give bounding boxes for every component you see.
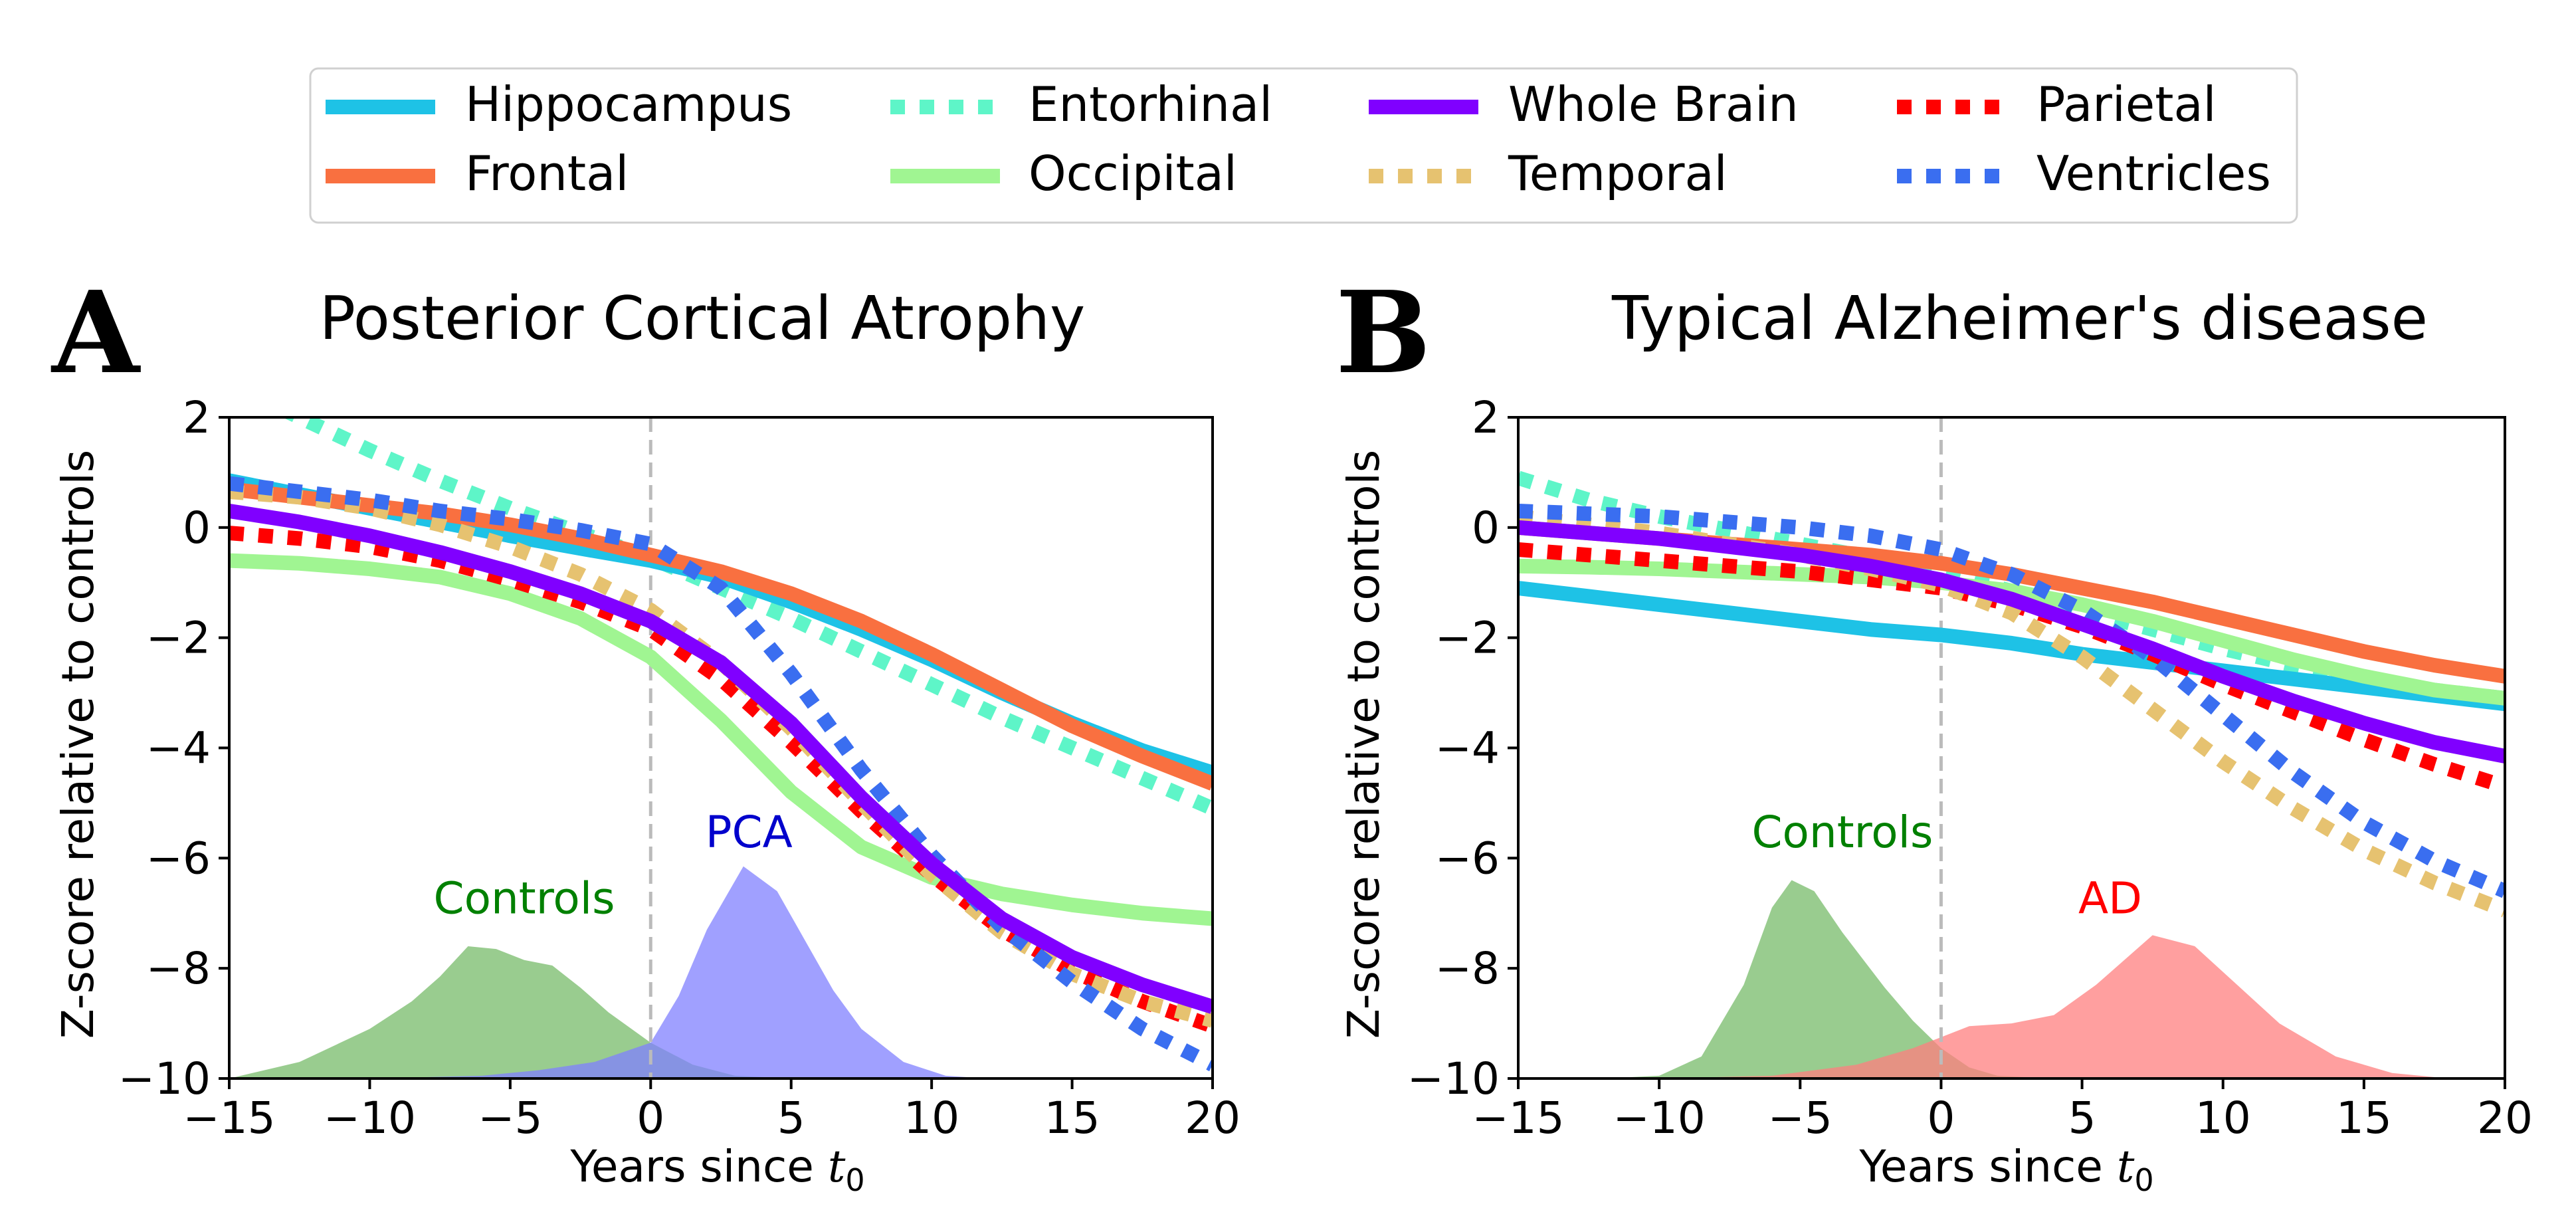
y-tick-label: −8 <box>146 943 211 994</box>
y-tick-label: 2 <box>183 392 211 443</box>
series-line-ventricles <box>229 476 1213 1072</box>
density-label-controls: Controls <box>434 872 615 924</box>
panel-letter: A <box>50 266 141 399</box>
y-tick-label: 0 <box>1472 502 1500 554</box>
y-tick-label: −10 <box>1407 1053 1500 1104</box>
x-axis-label-math: t <box>2117 1141 2135 1192</box>
plot-content <box>229 417 1213 1078</box>
x-axis-label-subscript: 0 <box>845 1162 864 1198</box>
legend-label: Temporal <box>1508 146 1728 201</box>
x-tick-label: −15 <box>183 1092 275 1144</box>
x-tick-label: −10 <box>324 1092 416 1144</box>
x-tick-label: 20 <box>1185 1092 1240 1144</box>
x-axis-label-subscript: 0 <box>2134 1162 2153 1198</box>
y-tick-label: −8 <box>1435 943 1500 994</box>
chart-title: Posterior Cortical Atrophy <box>320 284 1086 354</box>
series-line-whole-brain <box>229 504 1213 1014</box>
series-line-ventricles <box>1518 503 2505 898</box>
legend-label: Parietal <box>2036 76 2217 132</box>
legend-label: Frontal <box>465 146 629 201</box>
x-tick-label: 15 <box>1044 1092 1100 1144</box>
y-tick-label: −2 <box>146 613 211 664</box>
series-line-occipital <box>1518 558 2505 706</box>
y-tick-label: 2 <box>1472 392 1500 443</box>
legend-entry-frontal: Frontal <box>326 146 629 201</box>
legend-label: Ventricles <box>2036 146 2271 201</box>
panel-letter: B <box>1336 266 1431 399</box>
y-tick-label: −4 <box>146 723 211 774</box>
x-tick-label: 0 <box>637 1092 664 1144</box>
x-axis-label: Years since t0 <box>569 1141 864 1198</box>
density-area-controls <box>229 946 848 1078</box>
density-label-controls: Controls <box>1751 807 1933 858</box>
x-axis-label: Years since t0 <box>1858 1141 2153 1198</box>
legend-frame <box>309 67 2298 224</box>
x-axis-label-text: Years since <box>569 1141 828 1192</box>
y-tick-label: −2 <box>1435 613 1500 664</box>
plot-content <box>1518 417 2505 1078</box>
x-axis-label-text: Years since <box>1858 1141 2117 1192</box>
x-tick-label: 10 <box>904 1092 959 1144</box>
y-tick-label: 0 <box>183 502 211 554</box>
series-line-whole-brain <box>1518 520 2505 764</box>
x-tick-label: 5 <box>2068 1092 2096 1144</box>
legend-entry-entorhinal: Entorhinal <box>890 76 1272 132</box>
x-tick-label: −5 <box>1768 1092 1833 1144</box>
y-axis-label: Z-score relative to controls <box>1338 450 1389 1039</box>
x-tick-label: 20 <box>2477 1092 2533 1144</box>
legend-label: Occipital <box>1029 146 1237 201</box>
x-tick-label: 10 <box>2195 1092 2251 1144</box>
chart-title: Typical Alzheimer's disease <box>1611 284 2428 354</box>
legend-entry-hippocampus: Hippocampus <box>326 76 792 132</box>
legend-entry-occipital: Occipital <box>890 146 1237 201</box>
series-line-occipital <box>229 553 1213 926</box>
series-line-hippocampus <box>1518 581 2505 712</box>
density-label-pca: PCA <box>706 807 793 858</box>
legend-entry-parietal: Parietal <box>1897 76 2217 132</box>
legend-label: Entorhinal <box>1029 76 1272 132</box>
legend-entry-ventricles: Ventricles <box>1897 146 2271 201</box>
y-tick-label: −4 <box>1435 723 1500 774</box>
x-tick-label: 5 <box>777 1092 805 1144</box>
legend-entry-temporal: Temporal <box>1369 146 1728 201</box>
legend-entry-whole-brain: Whole Brain <box>1369 76 1799 132</box>
density-area-controls <box>1518 880 2110 1078</box>
density-area-pca <box>229 866 988 1078</box>
legend-label: Hippocampus <box>465 76 792 132</box>
density-label-ad: AD <box>2078 872 2142 924</box>
x-tick-label: −15 <box>1472 1092 1564 1144</box>
x-tick-label: 0 <box>1927 1092 1955 1144</box>
panel-a: A Posterior Cortical Atrophy Z-score rel… <box>50 266 1240 1198</box>
y-tick-label: −10 <box>118 1053 211 1104</box>
panel-b: B Typical Alzheimer's disease Z-score re… <box>1336 266 2533 1198</box>
series-line-frontal <box>229 481 1213 791</box>
series-line-temporal <box>1518 509 2505 918</box>
x-axis-label-math: t <box>828 1141 846 1192</box>
y-tick-label: −6 <box>1435 833 1500 884</box>
density-area-ad <box>1518 935 2449 1078</box>
legend: Hippocampus Entorhinal Whole Brain Parie… <box>309 67 2298 224</box>
x-tick-label: 15 <box>2336 1092 2392 1144</box>
x-tick-label: −10 <box>1613 1092 1705 1144</box>
legend-label: Whole Brain <box>1508 76 1799 132</box>
y-axis-label: Z-score relative to controls <box>52 450 104 1039</box>
x-tick-label: −5 <box>478 1092 542 1144</box>
y-tick-label: −6 <box>146 833 211 884</box>
